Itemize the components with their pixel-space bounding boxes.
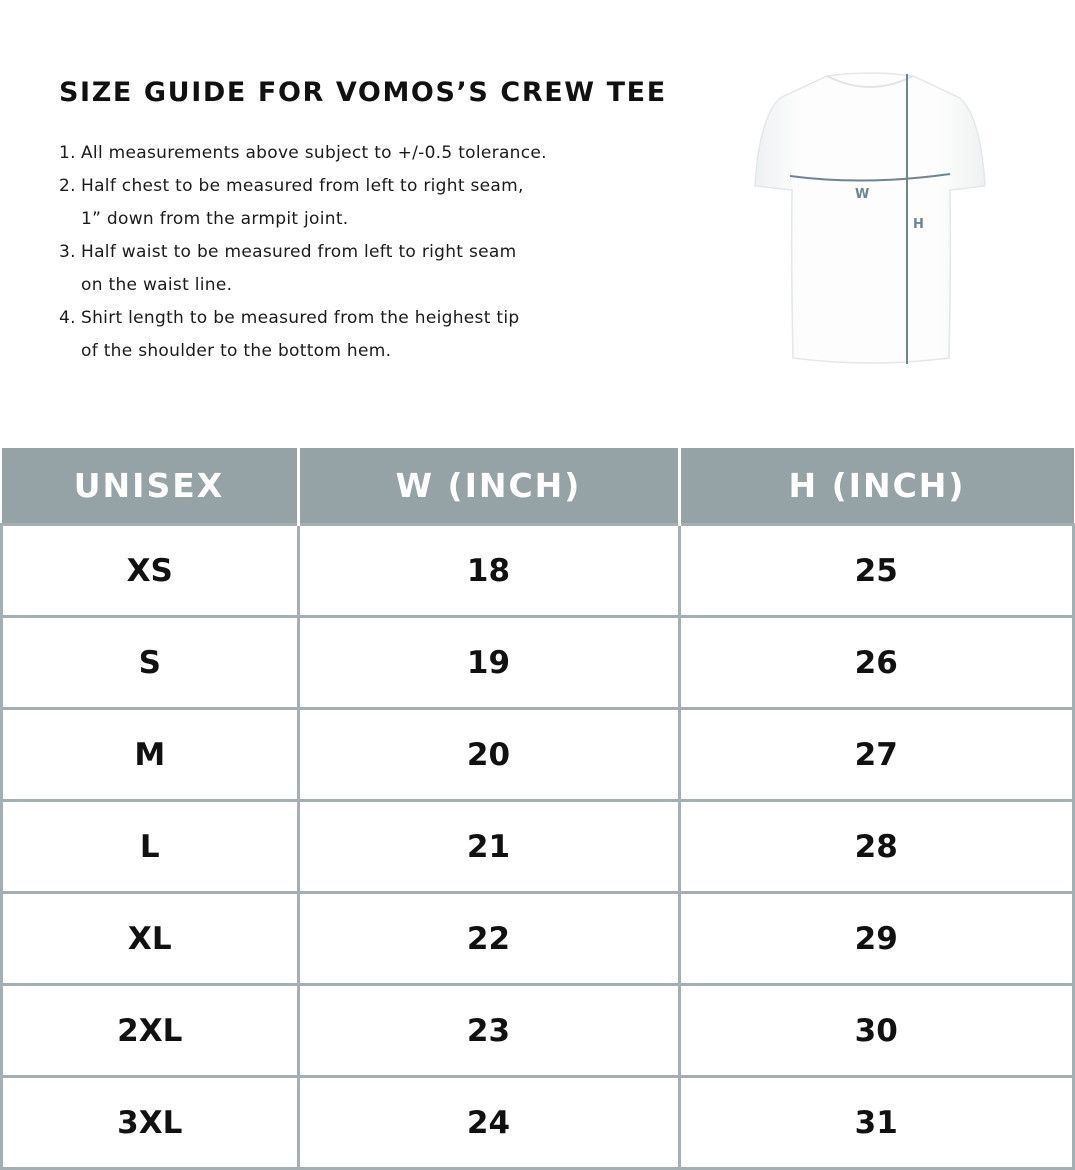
table-row: 3XL 24 31 bbox=[0, 1075, 1075, 1170]
width-line bbox=[789, 173, 951, 182]
height-cell: 29 bbox=[677, 891, 1075, 986]
width-cell: 20 bbox=[296, 707, 681, 802]
table-row: XL 22 29 bbox=[0, 891, 1075, 986]
h-label: H bbox=[913, 217, 924, 232]
width-cell: 22 bbox=[296, 891, 681, 986]
width-cell: 18 bbox=[296, 523, 681, 618]
width-cell: 19 bbox=[296, 615, 681, 710]
height-cell: 25 bbox=[677, 523, 1075, 618]
width-cell: 21 bbox=[296, 799, 681, 894]
note-4: 4. Shirt length to be measured from the h… bbox=[59, 308, 520, 328]
size-cell: 3XL bbox=[0, 1075, 300, 1170]
size-cell: 2XL bbox=[0, 983, 300, 1078]
height-cell: 26 bbox=[677, 615, 1075, 710]
table-row: 2XL 23 30 bbox=[0, 983, 1075, 1078]
height-cell: 28 bbox=[677, 799, 1075, 894]
size-cell: XL bbox=[0, 891, 300, 986]
header-width: W (INCH) bbox=[296, 448, 679, 525]
width-cell: 23 bbox=[296, 983, 681, 1078]
size-table: UNISEX W (INCH) H (INCH) XS 18 25 S 19 26 M 20 2… bbox=[0, 448, 1075, 1170]
note-3: 3. Half waist to be measured from left to… bbox=[59, 242, 517, 262]
size-cell: M bbox=[0, 707, 300, 802]
height-cell: 27 bbox=[677, 707, 1075, 802]
measurement-notes: 1. All measurements above subject to +/-0… bbox=[59, 137, 547, 368]
tshirt-shape bbox=[754, 72, 986, 364]
table-header-row: UNISEX W (INCH) H (INCH) bbox=[1, 448, 1074, 525]
note-2: 2. Half chest to be measured from left to… bbox=[59, 176, 524, 196]
size-cell: S bbox=[0, 615, 300, 710]
w-label: W bbox=[855, 187, 869, 202]
width-cell: 24 bbox=[296, 1075, 681, 1170]
height-cell: 30 bbox=[677, 983, 1075, 1078]
table-row: L 21 28 bbox=[0, 799, 1075, 894]
size-cell: L bbox=[0, 799, 300, 894]
table-row: M 20 27 bbox=[0, 707, 1075, 802]
height-cell: 31 bbox=[677, 1075, 1075, 1170]
size-cell: XS bbox=[0, 523, 300, 618]
header-unisex: UNISEX bbox=[1, 448, 298, 525]
header-height: H (INCH) bbox=[677, 448, 1074, 525]
page-title: SIZE GUIDE FOR VOMOS’S CREW TEE bbox=[59, 77, 667, 108]
note-1: 1. All measurements above subject to +/-0… bbox=[59, 143, 547, 163]
table-row: S 19 26 bbox=[0, 615, 1075, 710]
tshirt-diagram: W H bbox=[754, 72, 986, 364]
table-row: XS 18 25 bbox=[0, 523, 1075, 618]
